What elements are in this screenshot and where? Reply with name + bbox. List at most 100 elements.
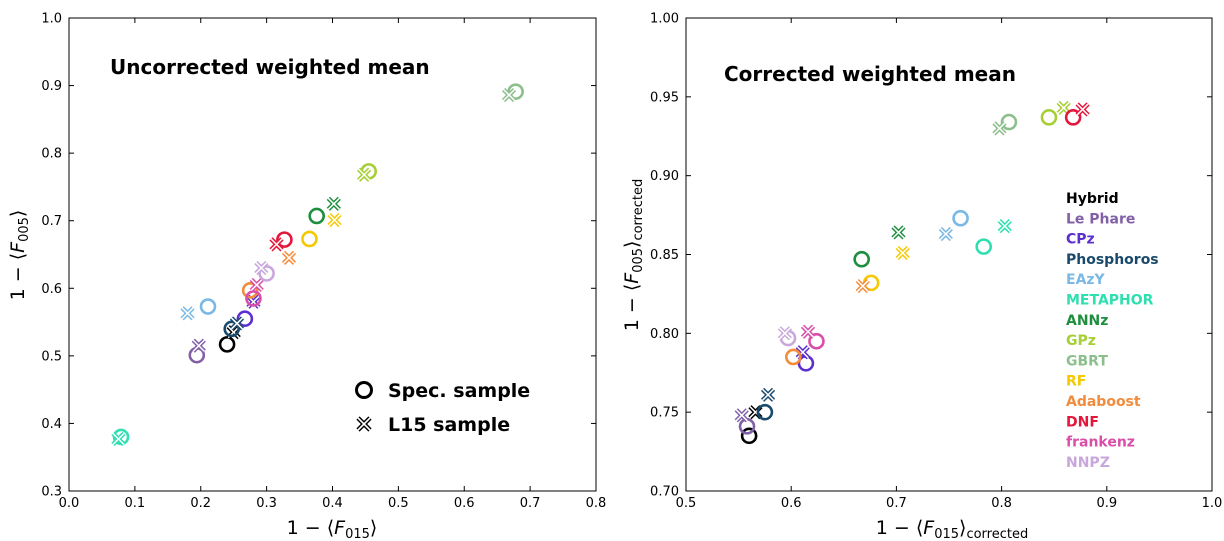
legend-circle-icon — [355, 381, 373, 399]
right-l15-point-metaphor — [997, 219, 1012, 234]
left-y-tick-label: 0.9 — [41, 79, 62, 94]
right-y-tick-label: 0.85 — [650, 248, 679, 263]
left-x-tick-label: 0.3 — [256, 496, 277, 511]
left-l15-point-le-phare — [191, 338, 206, 353]
left-l15-point-eazy — [180, 306, 195, 321]
method-legend-item: Le Phare — [1066, 211, 1135, 227]
left-x-tick-label: 0.7 — [520, 496, 541, 511]
left-spec-point-dnf — [276, 231, 293, 248]
marker-legend: Spec. sample L15 sample — [355, 380, 530, 436]
left-y-tick-label: 0.5 — [41, 349, 62, 364]
right-x-axis-label: 1 − ⟨F015⟩corrected — [876, 517, 1028, 541]
right-points — [734, 100, 1090, 445]
right-l15-point-phosphoros — [760, 387, 776, 402]
left-l15-point-gbrt — [501, 87, 517, 103]
left-spec-point-adaboost — [241, 282, 259, 299]
left-spec-point-rf — [301, 230, 318, 248]
method-legend: Hybrid Le Phare CPz Phosphoros EAzY METAPHOR A… — [1066, 191, 1159, 471]
right-x-tick-label: 0.8 — [991, 496, 1012, 511]
right-l15-point-frankenz — [800, 324, 816, 339]
left-x-axis-label: 1 − ⟨F015⟩ — [287, 517, 378, 541]
left-l15-point-nnpz — [254, 260, 269, 276]
left-x-tick-label: 0.4 — [322, 496, 343, 511]
left-spec-point-cpz — [236, 310, 254, 327]
left-points — [111, 83, 524, 447]
left-l15-point-dnf — [269, 237, 284, 252]
left-y-axis-label: 1 − ⟨F005⟩ — [7, 210, 32, 301]
method-legend-item: GPz — [1066, 333, 1096, 349]
left-spec-point-frankenz — [245, 290, 262, 307]
right-y-tick-label: 0.90 — [650, 169, 679, 184]
method-legend-item: EAzY — [1066, 272, 1106, 288]
right-spec-point-gbrt — [1000, 113, 1018, 131]
left-y-tick-label: 0.6 — [41, 282, 62, 297]
right-y-axis-label: 1 − ⟨F005⟩corrected — [621, 179, 646, 331]
left-plot-frame — [68, 17, 597, 492]
right-spec-point-dnf — [1064, 109, 1082, 126]
right-l15-point-nnpz — [777, 326, 792, 341]
right-y-tick-label: 0.70 — [650, 485, 679, 500]
legend-l15-label: L15 sample — [388, 414, 510, 436]
right-y-tick-label: 0.75 — [650, 406, 679, 421]
method-legend-item: ANNz — [1066, 313, 1108, 329]
method-legend-item: Adaboost — [1066, 394, 1141, 410]
right-spec-point-eazy — [952, 209, 969, 227]
left-l15-point-metaphor — [111, 431, 126, 447]
right-y-tick-label: 0.95 — [650, 90, 679, 105]
left-l15-point-adaboost — [281, 250, 297, 265]
left-panel-title: Uncorrected weighted mean — [110, 55, 430, 79]
left-l15-point-phosphoros — [229, 316, 245, 331]
right-panel-title: Corrected weighted mean — [724, 62, 1016, 86]
left-x-tick-label: 0.0 — [59, 496, 80, 511]
left-l15-point-annz — [326, 196, 341, 211]
left-y-tick-label: 1.0 — [41, 12, 62, 27]
method-legend-item: Phosphoros — [1066, 252, 1159, 268]
right-spec-point-gpz — [1040, 109, 1058, 126]
left-x-tick-label: 0.5 — [388, 496, 409, 511]
right-l15-point-dnf — [1075, 102, 1090, 117]
corrected-panel: 0.5 0.6 0.7 0.8 0.9 1.0 0.70 0.75 0.80 0.85 0.90 0.… — [621, 12, 1222, 541]
left-spec-point-nnpz — [258, 265, 275, 282]
left-spec-point-annz — [308, 207, 325, 225]
left-y-tick-label: 0.4 — [41, 417, 62, 432]
right-spec-point-metaphor — [975, 238, 993, 255]
method-legend-item: METAPHOR — [1066, 293, 1154, 309]
right-l15-point-gbrt — [992, 121, 1007, 136]
left-l15-point-rf — [327, 212, 342, 228]
right-x-tick-label: 0.7 — [886, 496, 907, 511]
left-spec-point-hybrid — [218, 336, 236, 353]
left-l15-point-frankenz — [249, 277, 264, 292]
right-y-tick-label: 1.00 — [650, 12, 679, 27]
method-legend-item: Hybrid — [1066, 191, 1119, 207]
right-l15-point-annz — [891, 225, 906, 240]
method-legend-item: NNPZ — [1066, 455, 1110, 471]
method-legend-item: frankenz — [1066, 435, 1135, 451]
right-y-tick-label: 0.80 — [650, 327, 679, 342]
method-legend-item: DNF — [1066, 414, 1099, 430]
right-l15-point-rf — [895, 245, 910, 261]
left-x-tick-label: 0.8 — [586, 496, 607, 511]
left-spec-point-eazy — [199, 298, 217, 315]
left-y-tick-label: 0.7 — [41, 214, 62, 229]
uncorrected-panel: 0.0 0.1 0.2 0.3 0.4 0.5 0.6 0.7 0.8 0.3 0.4 0.5 0.6 0… — [7, 12, 606, 541]
right-x-tick-label: 0.6 — [781, 496, 802, 511]
right-l15-point-adaboost — [855, 278, 870, 294]
right-l15-point-le-phare — [734, 408, 749, 423]
legend-spec-label: Spec. sample — [388, 380, 530, 402]
right-spec-point-le-phare — [738, 418, 756, 435]
right-x-tick-label: 0.9 — [1096, 496, 1117, 511]
left-x-tick-label: 0.1 — [125, 496, 146, 511]
left-x-tick-label: 0.6 — [454, 496, 475, 511]
right-x-tick-label: 1.0 — [1202, 496, 1223, 511]
method-legend-item: CPz — [1066, 232, 1095, 248]
legend-cross-icon — [356, 416, 372, 432]
right-spec-point-annz — [853, 250, 870, 268]
left-y-tick-label: 0.3 — [41, 485, 62, 500]
method-legend-item: GBRT — [1066, 353, 1108, 369]
left-ticks: 0.0 0.1 0.2 0.3 0.4 0.5 0.6 0.7 0.8 0.3 0.4 0.5 0.6 0… — [41, 12, 606, 512]
method-legend-item: RF — [1066, 374, 1086, 390]
right-spec-point-hybrid — [740, 427, 758, 445]
left-x-tick-label: 0.2 — [190, 496, 211, 511]
right-l15-point-eazy — [938, 226, 953, 242]
